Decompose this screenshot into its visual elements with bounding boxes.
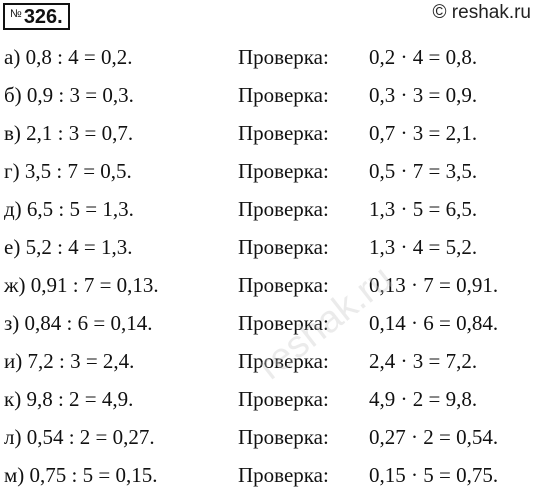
division-equation: м) 0,75 : 5 = 0,15. bbox=[4, 463, 158, 487]
check-label: Проверка: bbox=[238, 45, 329, 69]
check-label: Проверка: bbox=[238, 273, 329, 297]
check-label: Проверка: bbox=[238, 121, 329, 145]
division-equation: к) 9,8 : 2 = 4,9. bbox=[4, 387, 134, 411]
check-equation: 0,2 · 4 = 0,8. bbox=[369, 45, 478, 69]
check-equation: 0,5 · 7 = 3,5. bbox=[369, 159, 478, 183]
solution-row: е) 5,2 : 4 = 1,3. Проверка: 1,3 · 4 = 5,… bbox=[0, 228, 539, 266]
check-label: Проверка: bbox=[238, 197, 329, 221]
solution-row: а) 0,8 : 4 = 0,2. Проверка: 0,2 · 4 = 0,… bbox=[0, 38, 539, 76]
check-label: Проверка: bbox=[238, 83, 329, 107]
check-label: Проверка: bbox=[238, 463, 329, 487]
solution-row: г) 3,5 : 7 = 0,5. Проверка: 0,5 · 7 = 3,… bbox=[0, 152, 539, 190]
division-equation: а) 0,8 : 4 = 0,2. bbox=[4, 45, 133, 69]
solution-row: ж) 0,91 : 7 = 0,13. Проверка: 0,13 · 7 =… bbox=[0, 266, 539, 304]
number-sign: № bbox=[10, 8, 22, 20]
division-equation: з) 0,84 : 6 = 0,14. bbox=[4, 311, 153, 335]
check-equation: 0,7 · 3 = 2,1. bbox=[369, 121, 478, 145]
check-equation: 0,15 · 5 = 0,75. bbox=[369, 463, 499, 487]
solution-row: б) 0,9 : 3 = 0,3. Проверка: 0,3 · 3 = 0,… bbox=[0, 76, 539, 114]
check-equation: 4,9 · 2 = 9,8. bbox=[369, 387, 478, 411]
solution-row: л) 0,54 : 2 = 0,27. Проверка: 0,27 · 2 =… bbox=[0, 418, 539, 456]
solution-row: к) 9,8 : 2 = 4,9. Проверка: 4,9 · 2 = 9,… bbox=[0, 380, 539, 418]
solution-row: м) 0,75 : 5 = 0,15. Проверка: 0,15 · 5 =… bbox=[0, 456, 539, 494]
check-label: Проверка: bbox=[238, 235, 329, 259]
check-equation: 0,14 · 6 = 0,84. bbox=[369, 311, 499, 335]
division-equation: и) 7,2 : 3 = 2,4. bbox=[4, 349, 135, 373]
division-equation: е) 5,2 : 4 = 1,3. bbox=[4, 235, 133, 259]
check-equation: 0,27 · 2 = 0,54. bbox=[369, 425, 499, 449]
site-credit: © reshak.ru bbox=[432, 2, 531, 23]
check-label: Проверка: bbox=[238, 311, 329, 335]
exercise-number-badge: № 326. bbox=[3, 3, 70, 30]
division-equation: ж) 0,91 : 7 = 0,13. bbox=[4, 273, 159, 297]
check-equation: 2,4 · 3 = 7,2. bbox=[369, 349, 478, 373]
check-label: Проверка: bbox=[238, 159, 329, 183]
solution-row: в) 2,1 : 3 = 0,7. Проверка: 0,7 · 3 = 2,… bbox=[0, 114, 539, 152]
check-label: Проверка: bbox=[238, 425, 329, 449]
check-equation: 0,3 · 3 = 0,9. bbox=[369, 83, 478, 107]
check-label: Проверка: bbox=[238, 387, 329, 411]
solution-row: з) 0,84 : 6 = 0,14. Проверка: 0,14 · 6 =… bbox=[0, 304, 539, 342]
solution-row: д) 6,5 : 5 = 1,3. Проверка: 1,3 · 5 = 6,… bbox=[0, 190, 539, 228]
division-equation: в) 2,1 : 3 = 0,7. bbox=[4, 121, 134, 145]
division-equation: л) 0,54 : 2 = 0,27. bbox=[4, 425, 155, 449]
check-equation: 1,3 · 4 = 5,2. bbox=[369, 235, 478, 259]
solutions-list: а) 0,8 : 4 = 0,2. Проверка: 0,2 · 4 = 0,… bbox=[0, 38, 539, 494]
exercise-number: 326. bbox=[23, 5, 63, 28]
division-equation: д) 6,5 : 5 = 1,3. bbox=[4, 197, 134, 221]
check-equation: 1,3 · 5 = 6,5. bbox=[369, 197, 478, 221]
check-equation: 0,13 · 7 = 0,91. bbox=[369, 273, 499, 297]
solution-row: и) 7,2 : 3 = 2,4. Проверка: 2,4 · 3 = 7,… bbox=[0, 342, 539, 380]
division-equation: б) 0,9 : 3 = 0,3. bbox=[4, 83, 134, 107]
division-equation: г) 3,5 : 7 = 0,5. bbox=[4, 159, 132, 183]
check-label: Проверка: bbox=[238, 349, 329, 373]
